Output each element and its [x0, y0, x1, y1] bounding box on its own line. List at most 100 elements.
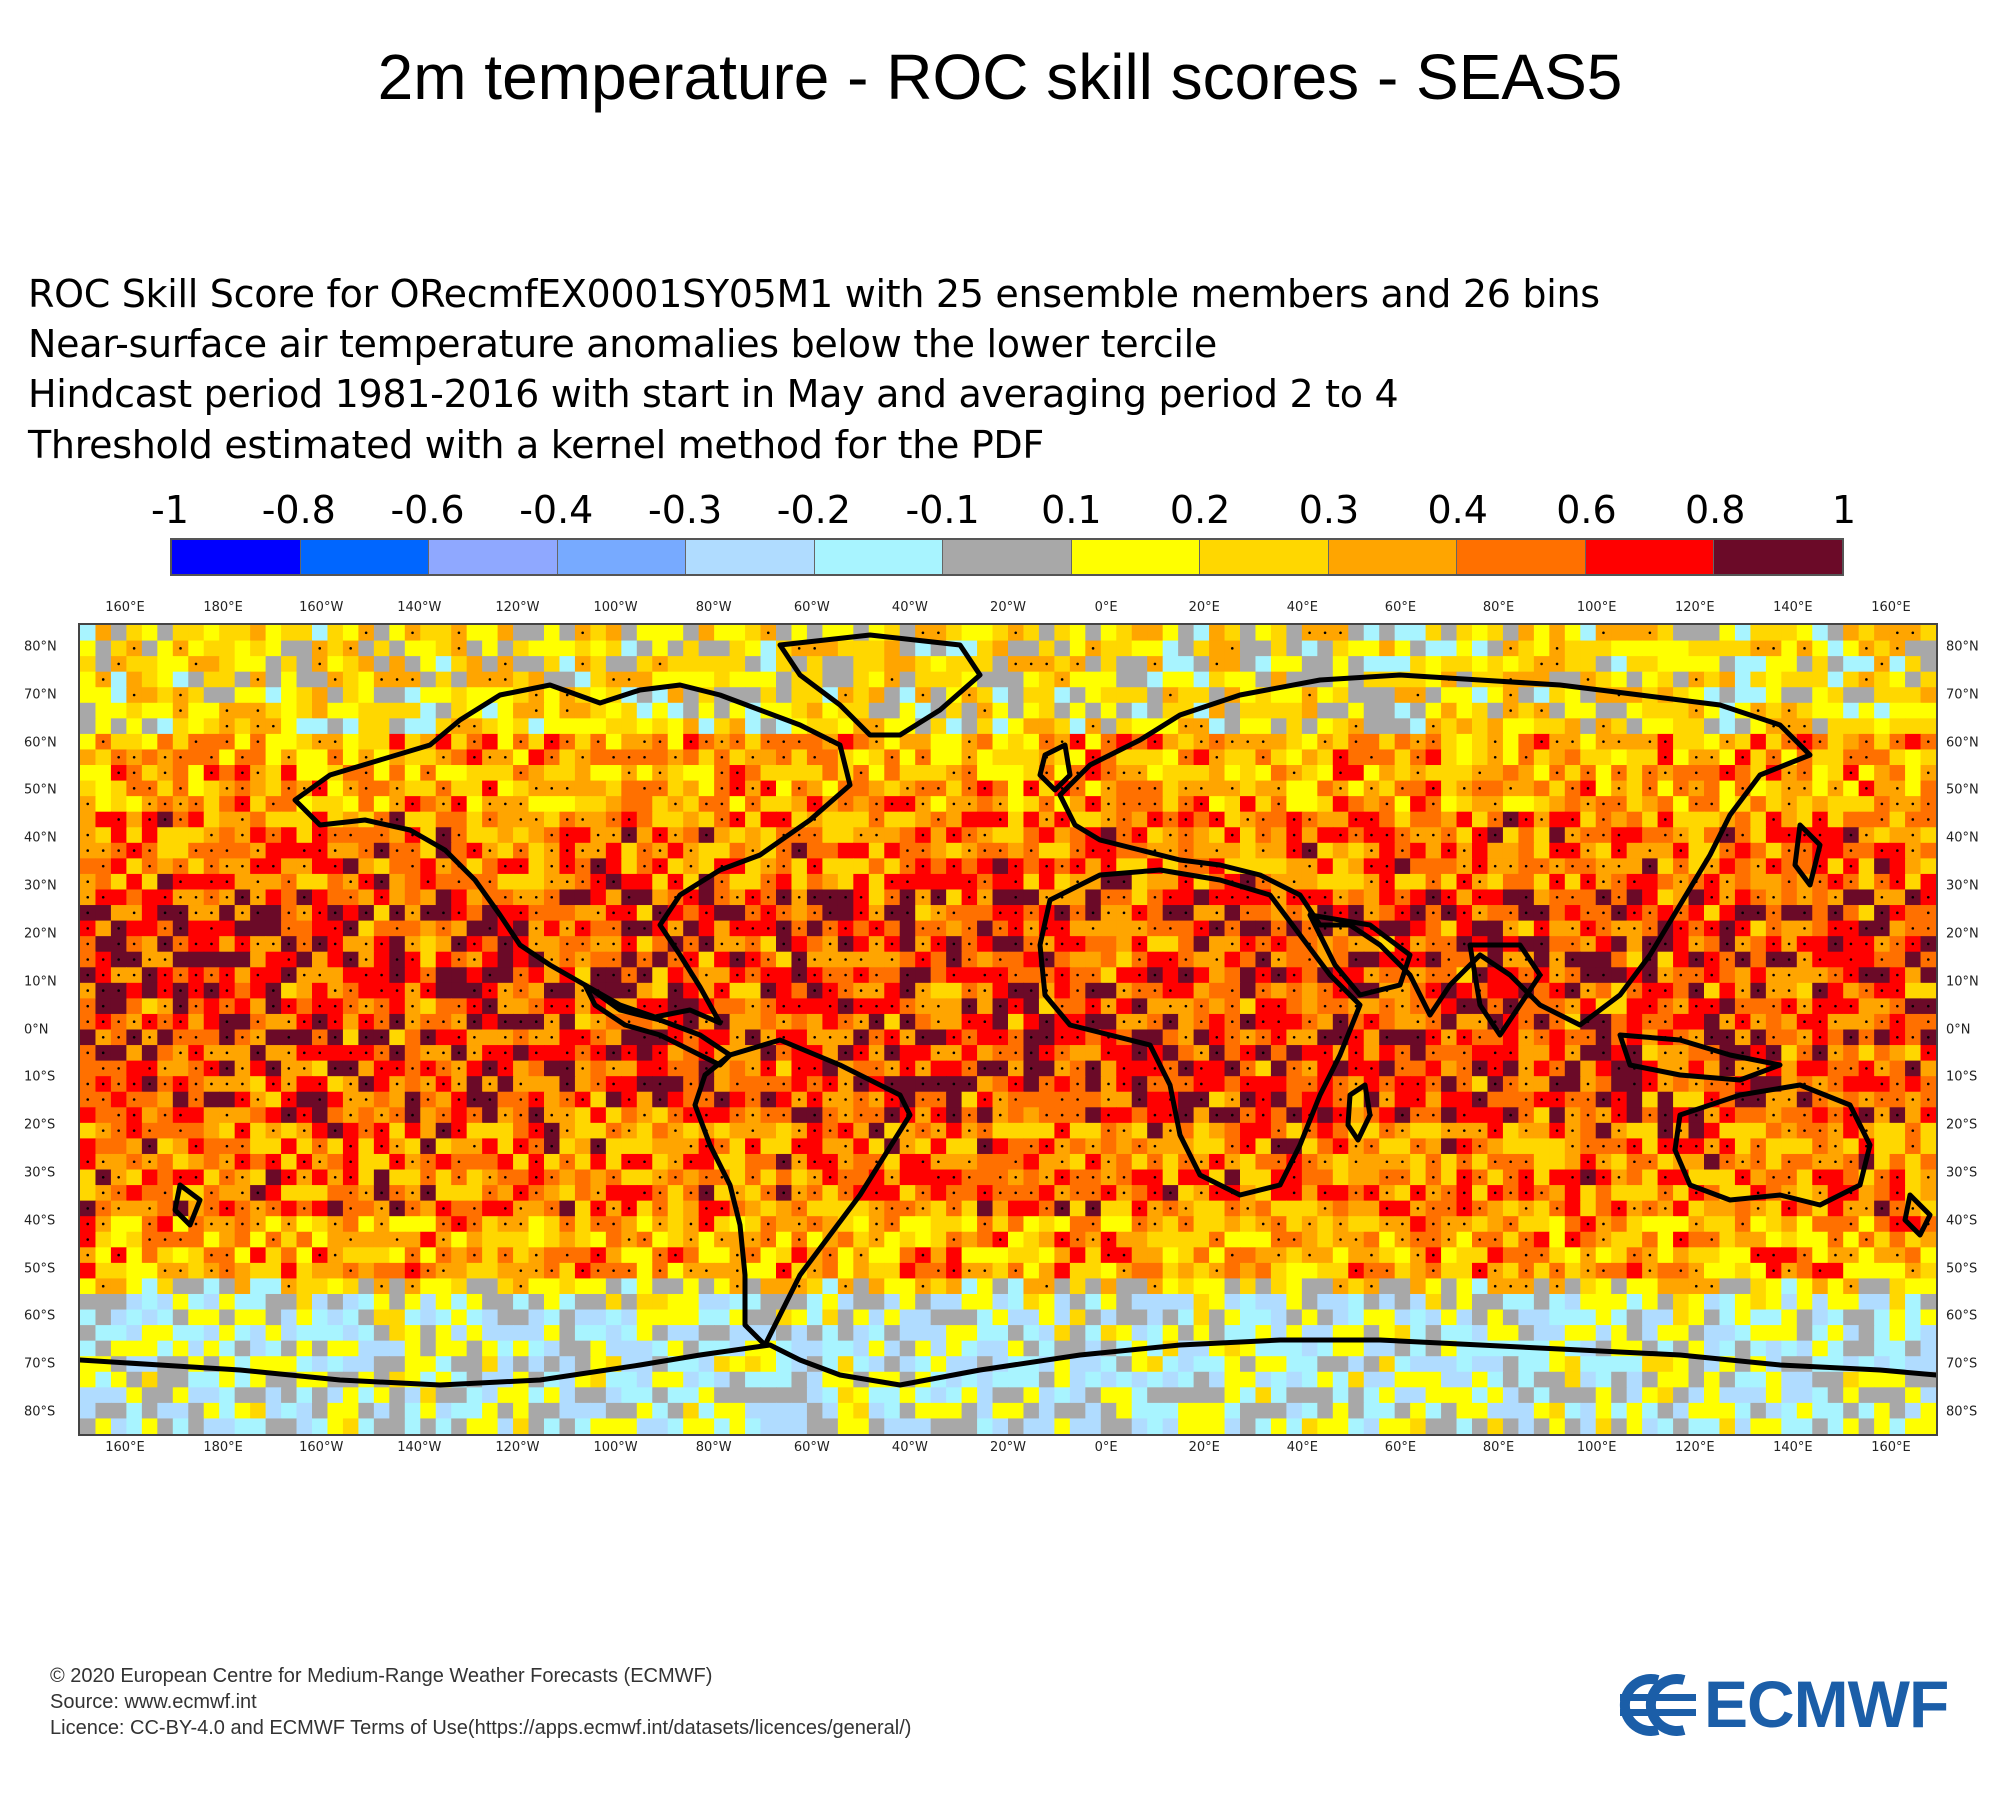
grid-cell [1688, 1200, 1705, 1217]
grid-cell [110, 780, 127, 797]
grid-cell [1533, 889, 1550, 906]
grid-cell [312, 671, 329, 688]
grid-cell [1332, 733, 1349, 751]
grid-cell [899, 1216, 916, 1233]
grid-cell [1827, 1169, 1844, 1186]
grid-cell [1270, 749, 1287, 766]
grid-cell [141, 1169, 158, 1186]
grid-cell [853, 842, 870, 859]
grid-cell [327, 967, 344, 984]
grid-cell [1008, 765, 1025, 782]
grid-cell [1054, 702, 1071, 719]
grid-cell [234, 1231, 251, 1248]
longitude-label: 180°E [203, 1440, 243, 1455]
grid-cell [1905, 951, 1922, 968]
grid-cell [1502, 842, 1519, 859]
grid-cell [234, 656, 251, 673]
grid-cell [1595, 780, 1612, 797]
grid-cell [1719, 749, 1736, 766]
grid-cell [312, 1107, 329, 1124]
grid-cell [884, 842, 901, 859]
grid-cell [822, 858, 839, 875]
grid-cell [327, 640, 344, 657]
grid-cell [1008, 1247, 1025, 1264]
grid-cell [513, 1247, 530, 1264]
grid-cell [930, 842, 947, 859]
grid-cell [1626, 780, 1643, 797]
grid-cell [1240, 656, 1257, 673]
grid-cell [126, 1138, 143, 1155]
grid-cell [667, 1185, 684, 1202]
grid-cell [992, 1216, 1009, 1233]
grid-cell [1379, 656, 1396, 673]
grid-cell [559, 749, 576, 766]
grid-cell [1611, 718, 1628, 735]
grid-cell [1317, 765, 1334, 782]
grid-cell [497, 1138, 514, 1155]
grid-cell [806, 702, 823, 719]
grid-cell [420, 671, 437, 688]
grid-cell [466, 671, 483, 688]
grid-cell [776, 1231, 793, 1248]
grid-cell [1270, 811, 1287, 828]
grid-cell [1472, 702, 1489, 719]
grid-cell [992, 733, 1009, 751]
grid-cell [1827, 858, 1844, 875]
grid-cell [1224, 718, 1241, 735]
grid-cell [281, 733, 298, 751]
grid-cell [1734, 842, 1751, 859]
grid-cell [265, 749, 282, 766]
grid-cell [1595, 765, 1612, 782]
grid-cell [1441, 1138, 1458, 1155]
grid-cell [1394, 811, 1411, 828]
grid-cell [358, 671, 375, 688]
grid-cell [1456, 1091, 1473, 1108]
grid-cell [373, 718, 390, 735]
grid-cell [1750, 796, 1767, 813]
subtitle-line-4: Threshold estimated with a kernel method… [28, 423, 1044, 467]
grid-cell [621, 640, 638, 657]
grid-cell [1131, 811, 1148, 828]
grid-cell [1518, 765, 1535, 782]
grid-cell [141, 718, 158, 735]
grid-cell [1069, 1200, 1086, 1217]
grid-cell [559, 656, 576, 673]
grid-cell [203, 780, 220, 797]
grid-cell [1920, 842, 1936, 859]
grid-cell [1502, 889, 1519, 906]
grid-cell [1549, 1216, 1566, 1233]
grid-cell [1595, 842, 1612, 859]
grid-cell [1626, 1169, 1643, 1186]
grid-cell [698, 1231, 715, 1248]
grid-cell [992, 749, 1009, 766]
grid-cell [1595, 1200, 1612, 1217]
grid-cell [1193, 1200, 1210, 1217]
grid-cell [1688, 905, 1705, 922]
grid-cell [327, 1091, 344, 1108]
grid-cell [946, 982, 963, 999]
grid-cell [1843, 640, 1860, 657]
grid-cell [760, 1153, 777, 1171]
grid-cell [1796, 687, 1813, 704]
grid-cell [1147, 702, 1164, 719]
grid-cell [1657, 640, 1674, 657]
grid-cell [420, 936, 437, 953]
grid-cell [1889, 749, 1906, 766]
grid-cell [1270, 982, 1287, 999]
grid-cell [899, 1185, 916, 1202]
grid-cell [1626, 1013, 1643, 1031]
grid-cell [930, 1060, 947, 1077]
grid-cell [605, 858, 622, 875]
grid-cell [853, 1216, 870, 1233]
grid-cell [760, 1169, 777, 1186]
grid-cell [1843, 905, 1860, 922]
grid-cell [404, 780, 421, 797]
grid-cell [1487, 1200, 1504, 1217]
grid-cell [1379, 765, 1396, 782]
grid-cell [110, 1045, 127, 1062]
grid-cell [1812, 1107, 1829, 1124]
grid-cell [1425, 1060, 1442, 1077]
grid-cell [1704, 656, 1721, 673]
grid-cell [1209, 967, 1226, 984]
longitude-label: 100°W [593, 600, 638, 615]
